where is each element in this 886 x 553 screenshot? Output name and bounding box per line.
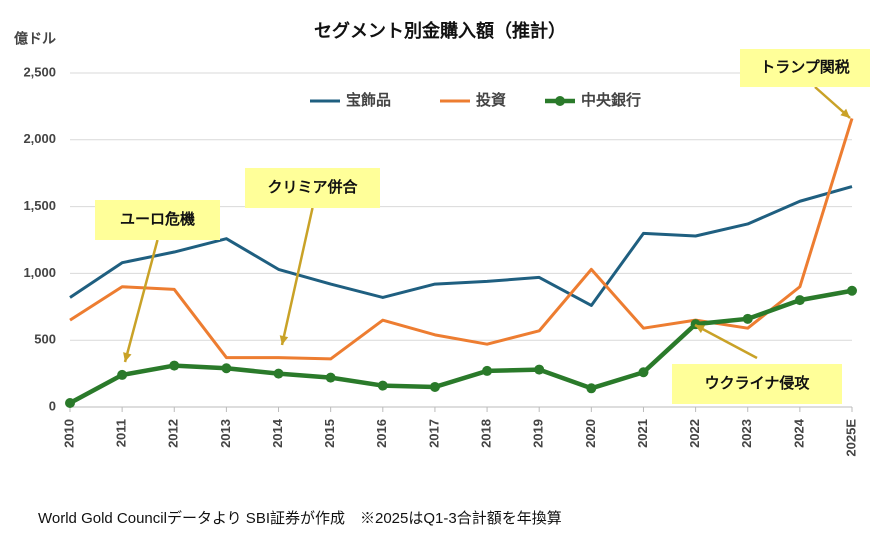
legend-label: 宝飾品 (346, 91, 391, 109)
x-tick-label: 2013 (218, 419, 233, 448)
y-axis-label: 億ドル (14, 31, 56, 47)
x-tick-label: 2025E (843, 419, 858, 457)
point (429, 381, 440, 392)
x-tick-label: 2010 (61, 419, 76, 448)
annotation-box (740, 49, 870, 87)
annotation-text: ウクライナ侵攻 (705, 374, 811, 392)
x-tick-label: 2011 (114, 419, 129, 447)
x-tick-label: 2019 (531, 419, 546, 448)
x-tick-label: 2014 (270, 418, 285, 448)
point (742, 313, 753, 324)
annotation-arrow (280, 207, 314, 346)
y-tick-label: 2,000 (23, 131, 56, 146)
annotation-text: トランプ関税 (760, 58, 850, 76)
x-tick-label: 2024 (791, 418, 806, 448)
x-tick-label: 2021 (635, 419, 650, 448)
legend-marker (555, 96, 565, 106)
point (117, 369, 128, 380)
point (586, 383, 597, 394)
annotation-text: クリミア併合 (267, 178, 358, 196)
x-tick-label: 2015 (322, 419, 337, 448)
x-tick-label: 2016 (374, 419, 389, 448)
annotation-box (95, 200, 220, 240)
annotation-box (672, 364, 842, 404)
point (534, 364, 545, 375)
y-tick-label: 0 (49, 398, 56, 413)
y-tick-label: 500 (34, 332, 56, 347)
legend-label: 中央銀行 (581, 91, 641, 109)
point (638, 367, 649, 378)
x-tick-label: 2020 (583, 419, 598, 448)
point (482, 365, 493, 376)
x-tick-label: 2023 (739, 419, 754, 448)
annotation-box (245, 168, 380, 208)
point (847, 285, 857, 296)
annotation-arrow (694, 323, 758, 360)
series-line (69, 117, 854, 361)
annotation-arrowhead (840, 108, 850, 118)
y-tick-label: 1,500 (23, 198, 56, 213)
series-line (69, 185, 853, 307)
x-tick-label: 2017 (426, 419, 441, 448)
point (325, 372, 336, 383)
point (65, 397, 75, 408)
footnote: World Gold Councilデータより SBI証券が作成 ※2025はQ… (38, 509, 562, 527)
x-tick-label: 2012 (166, 419, 181, 448)
annotation-arrowhead (279, 335, 289, 345)
y-tick-label: 2,500 (23, 64, 56, 79)
point (273, 368, 284, 379)
point (221, 363, 232, 374)
annotation-text: ユーロ危機 (120, 210, 195, 228)
x-tick-label: 2022 (687, 419, 702, 448)
annotation-arrow (123, 239, 159, 363)
series-line (68, 288, 853, 405)
annotation-arrowhead (123, 352, 132, 362)
x-tick-label: 2018 (479, 419, 494, 448)
point (377, 380, 388, 391)
chart-title: セグメント別金購入額（推計） (314, 20, 566, 41)
point (794, 295, 805, 306)
y-tick-label: 1,000 (23, 265, 56, 280)
legend-label: 投資 (476, 91, 506, 109)
annotation-arrowhead (695, 325, 705, 334)
point (169, 360, 180, 371)
